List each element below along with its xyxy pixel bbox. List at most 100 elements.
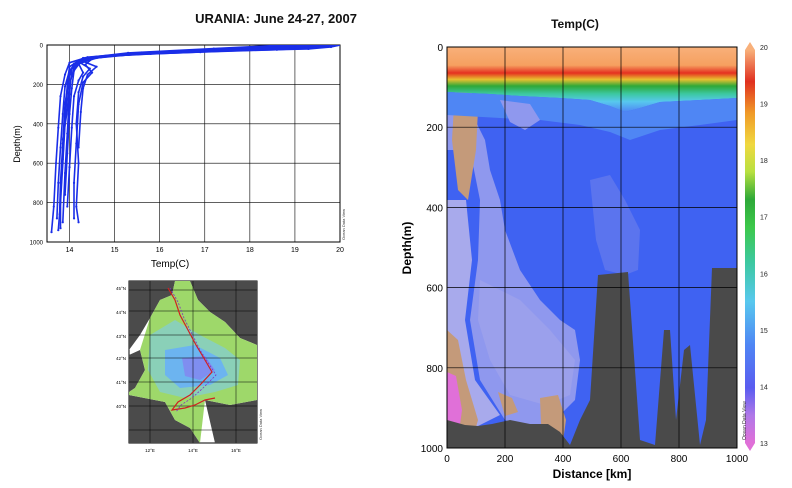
section-seafloor [447, 268, 737, 448]
section-x-axis-label: Distance [km] [553, 467, 632, 481]
map-land-west-2 [129, 350, 145, 392]
colorbar-top-arrow [745, 42, 755, 50]
map-grid [129, 281, 257, 443]
profile-point [63, 73, 67, 76]
profile-point [81, 75, 85, 78]
profile-y-tick-label: 400 [33, 122, 44, 128]
profile-point [81, 81, 85, 84]
profile-point [66, 152, 69, 155]
colorbar-tick-label: 16 [760, 271, 768, 278]
profile-point [127, 51, 130, 54]
map-lat-label: 40°N [116, 404, 126, 409]
colorbar-tick-label: 13 [760, 441, 768, 448]
section-tan-small [498, 392, 518, 416]
profile-point [66, 91, 69, 94]
profile-point [63, 118, 67, 121]
profile-point [284, 45, 288, 47]
section-x-tick-label: 200 [497, 454, 514, 465]
map-lon-label: 12°E [145, 448, 155, 453]
profile-point [55, 217, 59, 220]
profile-y-tick-label: 800 [33, 201, 44, 207]
map-lat-label: 45°N [116, 286, 126, 291]
map-lon-label: 14°E [188, 448, 198, 453]
profile-point [66, 205, 69, 208]
profile-point [77, 79, 80, 82]
section-y-tick-label: 600 [426, 284, 443, 295]
map-lat-label: 41°N [116, 380, 126, 385]
section-y-axis-label: Depth(m) [400, 222, 414, 275]
colorbar-tick-label: 20 [760, 45, 768, 52]
profile-plot-area [46, 44, 341, 243]
profile-point [181, 50, 184, 53]
profile-point [88, 67, 91, 70]
section-x-tick-label: 800 [671, 454, 688, 465]
profile-point [61, 221, 64, 224]
section-y-tick-label: 200 [426, 123, 443, 134]
colorbar-bottom-arrow [745, 443, 755, 451]
colorbar-tick-label: 15 [760, 328, 768, 335]
profile-point [77, 221, 80, 224]
profile-point [68, 166, 71, 169]
profile-x-axis-label: Temp(C) [151, 259, 189, 270]
profile-point [59, 227, 62, 230]
section-y-tick-label: 1000 [421, 444, 444, 455]
profile-point [81, 87, 85, 90]
profile-x-tick-label: 20 [336, 247, 344, 254]
profile-point [77, 91, 80, 94]
profile-point [75, 122, 78, 125]
colorbar-tick-label: 17 [760, 215, 768, 222]
profile-point [334, 45, 337, 47]
profile-point [63, 85, 67, 88]
profile-point [95, 65, 98, 68]
profile-point [52, 205, 55, 208]
profile-point [77, 146, 80, 149]
profile-series-11 [56, 45, 336, 219]
profile-point [86, 73, 89, 76]
profile-point [79, 110, 82, 114]
profile-point [59, 95, 62, 98]
section-thermocline [447, 47, 737, 112]
page-title: URANIA: June 24-27, 2007 [195, 11, 357, 26]
map-land-east [190, 281, 257, 345]
profile-y-tick-label: 1000 [30, 241, 44, 247]
profile-point [338, 45, 340, 47]
profile-point [81, 71, 85, 74]
profile-point [72, 67, 76, 70]
colorbar-tick-label: 18 [760, 158, 768, 165]
cruise-track [167, 287, 216, 411]
profile-point [63, 193, 67, 196]
map-land-south-east [205, 400, 257, 443]
profile-point [75, 205, 78, 208]
profile-point [68, 69, 71, 72]
profile-lines [50, 45, 340, 234]
profile-grid [47, 44, 341, 243]
profile-point [61, 158, 64, 161]
map-land-west [129, 281, 175, 350]
colorbar-tick-label: 19 [760, 102, 768, 109]
profile-point [90, 57, 94, 60]
profile-point [81, 56, 85, 60]
colorbar-ramp [745, 50, 755, 443]
temperature-section-chart: Temp(C) [400, 17, 768, 481]
profile-point [59, 193, 62, 196]
colorbar: 20 19 18 17 16 15 14 13 Ocean Data View [742, 42, 768, 451]
profile-x-tick-label: 18 [246, 247, 254, 254]
profile-point [212, 47, 215, 50]
profile-point [72, 95, 76, 98]
map-lat-label: 42°N [116, 356, 126, 361]
profile-point [59, 146, 62, 149]
profile-y-tick-label: 200 [33, 83, 44, 89]
profile-point [66, 108, 69, 112]
profile-point [77, 162, 80, 165]
profile-point [57, 181, 60, 184]
profile-point [57, 229, 60, 232]
section-x-tick-label: 400 [555, 454, 572, 465]
colorbar-labels: 20 19 18 17 16 15 14 13 [760, 45, 768, 448]
map-labels: 45°N 44°N 43°N 42°N 41°N 40°N 12°E 14°E 16°E [116, 286, 241, 453]
section-mid-blue-patch [590, 175, 640, 275]
profile-point [50, 231, 53, 234]
